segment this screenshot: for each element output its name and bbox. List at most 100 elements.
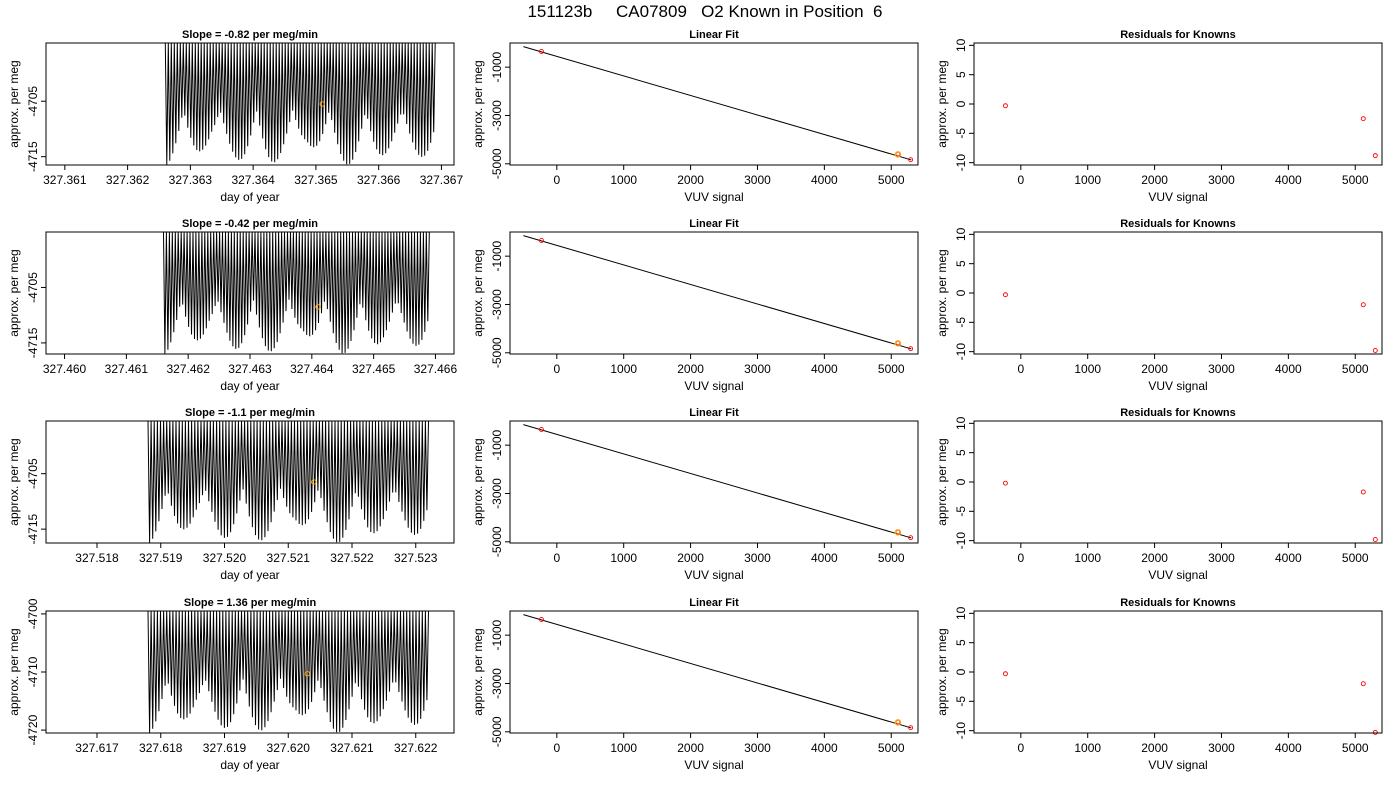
x-tick-label: 327.523 <box>394 551 438 565</box>
data-point <box>1360 489 1366 495</box>
x-axis-label: VUV signal <box>1148 379 1207 393</box>
highlight-point <box>894 151 902 158</box>
panel-time-series-row-1: Slope = -0.82 per meg/min 327.361 327.362 3… <box>7 29 463 204</box>
y-tick-label: -3000 <box>490 100 504 131</box>
x-tick-label: 327.618 <box>139 741 183 755</box>
panel-residuals-row-3: Residuals for Knowns 0 1000 2000 3000 4000 500… <box>935 407 1383 582</box>
x-tick-label: 327.464 <box>290 362 334 376</box>
y-tick-label: -3000 <box>490 478 504 509</box>
x-tick-label: 0 <box>553 741 560 755</box>
x-tick-label: 4000 <box>1275 551 1302 565</box>
figure-title: 151123b CA07809 O2 Known in Position 6 <box>527 2 883 21</box>
x-tick-label: 327.462 <box>166 362 210 376</box>
y-axis-label: approx. per meg <box>7 249 21 336</box>
highlight-point <box>319 101 325 107</box>
panel-time-series-row-4: Slope = 1.36 per meg/min 327.617 327.618 32… <box>7 597 455 772</box>
x-tick-label: 5000 <box>878 551 905 565</box>
y-tick-label: 10 <box>954 227 968 241</box>
panel-title: Slope = -1.1 per meg/min <box>185 407 315 419</box>
x-tick-label: 0 <box>1017 741 1024 755</box>
data-point <box>538 49 544 54</box>
panel-title: Linear Fit <box>689 218 739 230</box>
x-axis-label: day of year <box>220 190 279 204</box>
y-tick-label: -4715 <box>26 513 40 544</box>
plot-frame <box>973 610 1383 734</box>
y-tick-label: 10 <box>954 416 968 430</box>
x-tick-label: 327.617 <box>75 741 119 755</box>
plot-frame <box>509 610 919 734</box>
x-tick-label: 3000 <box>744 741 771 755</box>
y-axis-label: approx. per meg <box>935 60 949 147</box>
x-tick-label: 3000 <box>744 362 771 376</box>
y-tick-label: 5 <box>954 639 968 646</box>
y-tick-label: 0 <box>954 289 968 296</box>
y-tick-label: -5 <box>954 696 968 707</box>
data-point <box>1372 729 1378 735</box>
x-tick-label: 3000 <box>1208 173 1235 187</box>
y-axis-label: approx. per meg <box>471 438 485 525</box>
x-tick-label: 327.364 <box>231 173 275 187</box>
y-axis-label: approx. per meg <box>471 60 485 147</box>
x-tick-label: 4000 <box>1275 362 1302 376</box>
x-tick-label: 3000 <box>744 551 771 565</box>
data-point <box>908 346 914 352</box>
x-tick-label: 327.619 <box>203 741 247 755</box>
x-axis-label: day of year <box>220 758 279 772</box>
y-tick-label: 5 <box>954 449 968 456</box>
fit-line <box>523 46 912 161</box>
y-tick-label: 0 <box>954 668 968 675</box>
x-tick-label: 1000 <box>1074 741 1101 755</box>
x-tick-label: 3000 <box>1208 741 1235 755</box>
x-tick-label: 5000 <box>878 741 905 755</box>
x-tick-label: 327.366 <box>357 173 401 187</box>
data-point <box>908 535 914 541</box>
x-tick-label: 2000 <box>1141 551 1168 565</box>
y-axis-label: approx. per meg <box>7 60 21 147</box>
x-tick-label: 327.461 <box>105 362 149 376</box>
panel-residuals-row-1: Residuals for Knowns 0 1000 2000 3000 4000 500… <box>935 29 1383 204</box>
data-point <box>908 725 914 731</box>
panel-title: Linear Fit <box>689 407 739 419</box>
x-tick-label: 3000 <box>1208 551 1235 565</box>
x-axis-label: VUV signal <box>1148 568 1207 582</box>
y-tick-label: 10 <box>954 606 968 620</box>
x-tick-label: 5000 <box>1342 173 1369 187</box>
panel-title: Residuals for Knowns <box>1120 218 1236 230</box>
x-tick-label: 327.367 <box>420 173 464 187</box>
y-axis-label: approx. per meg <box>935 438 949 525</box>
x-tick-label: 327.365 <box>294 173 338 187</box>
x-tick-label: 327.521 <box>267 551 311 565</box>
x-tick-label: 0 <box>553 551 560 565</box>
data-point <box>538 238 544 243</box>
x-tick-label: 2000 <box>677 173 704 187</box>
plot-frame <box>509 231 919 355</box>
panel-time-series-row-2: Slope = -0.42 per meg/min 327.460 327.461 3… <box>7 218 457 393</box>
y-tick-label: -1000 <box>490 51 504 82</box>
panel-linear-fit-row-3: Linear Fit 0 1000 2000 3000 4000 5000 -1000 -300… <box>471 407 919 582</box>
y-tick-label: 0 <box>954 478 968 485</box>
y-tick-label: 0 <box>954 100 968 107</box>
x-tick-label: 2000 <box>677 551 704 565</box>
y-tick-label: -4720 <box>26 714 40 745</box>
y-tick-label: -10 <box>954 154 968 172</box>
x-tick-label: 327.466 <box>414 362 458 376</box>
panel-residuals-row-2: Residuals for Knowns 0 1000 2000 3000 4000 500… <box>935 218 1383 393</box>
x-tick-label: 1000 <box>610 741 637 755</box>
x-tick-label: 5000 <box>1342 551 1369 565</box>
x-axis-label: VUV signal <box>1148 190 1207 204</box>
x-tick-label: 327.622 <box>394 741 438 755</box>
y-axis-label: approx. per meg <box>471 249 485 336</box>
x-tick-label: 327.465 <box>352 362 396 376</box>
x-tick-label: 1000 <box>610 362 637 376</box>
trace-line <box>147 610 429 733</box>
x-tick-label: 327.621 <box>330 741 374 755</box>
y-tick-label: -1000 <box>490 240 504 271</box>
trace-line <box>147 420 429 543</box>
x-tick-label: 2000 <box>677 362 704 376</box>
plot-frame <box>973 231 1383 355</box>
fit-line <box>523 235 912 350</box>
y-axis-label: approx. per meg <box>7 628 21 715</box>
x-tick-label: 1000 <box>1074 362 1101 376</box>
panel-linear-fit-row-1: Linear Fit 0 1000 2000 3000 4000 5000 -1000 -300… <box>471 29 919 204</box>
fit-line <box>523 424 912 539</box>
